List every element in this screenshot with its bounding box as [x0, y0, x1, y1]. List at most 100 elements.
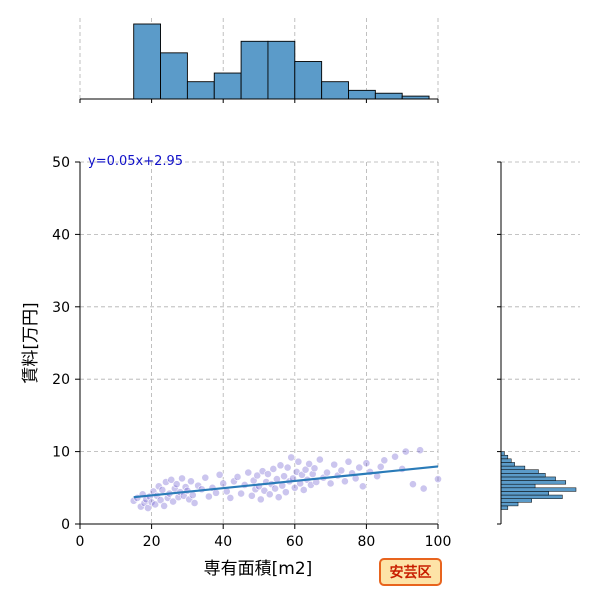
area-badge-label: 安芸区 [390, 564, 432, 581]
x-tick-label: 0 [76, 534, 85, 550]
top-hist-bar [186, 81, 215, 100]
right-hist-bar [500, 487, 577, 492]
scatter-point [237, 489, 245, 498]
scatter-point [287, 453, 296, 462]
top-hist-bar [133, 23, 161, 100]
grid [79, 18, 580, 524]
scatter-point [265, 490, 274, 499]
scatter-point [144, 504, 152, 512]
x-tick-label: 80 [357, 534, 375, 550]
right-hist-bar [500, 451, 505, 456]
top-hist-bar [213, 72, 242, 100]
x-tick-label: 20 [143, 534, 161, 550]
scatter-point [181, 483, 190, 491]
right-hist-bar [500, 462, 515, 467]
scatter-point [158, 486, 167, 494]
top-hist-bar [160, 52, 188, 100]
scatter-point [281, 488, 290, 497]
top-hist-bar [240, 40, 269, 100]
scatter-point [274, 493, 283, 502]
scatter-point [362, 459, 371, 468]
scatter-point [167, 475, 176, 484]
scatter-point [276, 461, 285, 470]
right-hist-bar [500, 473, 546, 478]
top-hist-bar [267, 40, 296, 100]
right-hist-bar [500, 469, 539, 474]
area-badge-box [379, 558, 442, 586]
x-tick-label: 60 [286, 534, 304, 550]
right-hist-bar [500, 476, 556, 481]
right-hist-bar [500, 494, 563, 499]
right-hist-bar [500, 483, 536, 489]
scatter-point [376, 462, 385, 471]
scatter-point [323, 468, 331, 477]
scatter-point [337, 466, 346, 475]
right-hist-bar [500, 491, 549, 496]
regression [133, 465, 439, 499]
x-tick-label: 40 [214, 534, 232, 550]
right-hist-bar [500, 505, 509, 510]
y-tick-label: 0 [61, 517, 70, 533]
top-hist-bar [374, 92, 403, 100]
scatter-point [401, 447, 410, 456]
y-tick-label: 20 [52, 372, 70, 388]
scatter-point [294, 457, 303, 466]
scatter-point [151, 500, 160, 509]
scatter-point [178, 474, 186, 483]
scatter-point [299, 486, 308, 494]
y-tick-label: 10 [52, 445, 70, 461]
right-hist-bar [500, 454, 509, 460]
scatter-point [341, 477, 349, 486]
scatter-point [434, 475, 442, 484]
scatter-point [201, 473, 210, 482]
scatter-point [172, 480, 181, 489]
scatter-point [244, 468, 253, 477]
scatter-point [344, 457, 353, 466]
area-badge: 安芸区 [379, 558, 442, 586]
scatter-point [187, 477, 195, 486]
scatter-point [290, 483, 299, 492]
scatter-point [169, 497, 177, 506]
scatter-point [326, 479, 335, 488]
right-hist-bar [500, 458, 512, 463]
scatter-point [416, 446, 424, 455]
x-tick-label: 100 [425, 534, 452, 550]
right-hist-bar [500, 498, 532, 503]
scatter-point [355, 463, 364, 472]
scatter-point [260, 486, 269, 495]
scatter-point [310, 464, 319, 473]
y-tick-label: 40 [52, 227, 70, 243]
right-marginal-histogram [497, 161, 577, 525]
scatter-point [358, 482, 367, 491]
regression-line [133, 465, 439, 499]
scatter-point [419, 484, 428, 493]
y-tick-label: 30 [52, 300, 70, 316]
scatter-point [264, 470, 272, 478]
scatter-point [315, 455, 324, 464]
top-hist-bar [348, 89, 376, 100]
right-hist-bar [500, 480, 567, 485]
scatter-point [305, 460, 314, 468]
scatter-point [190, 499, 199, 507]
y-axis-title: 賃料[万円] [21, 302, 41, 383]
scatter-point [380, 456, 389, 465]
scatter-point [330, 460, 339, 469]
scatter-point [409, 480, 417, 489]
right-hist-bar [500, 465, 526, 470]
scatter-point [219, 479, 228, 488]
scatter-point [308, 470, 317, 478]
axes: 0 20 40 60 80 100 0 10 20 30 40 50 [52, 155, 451, 550]
scatter-point [156, 496, 165, 505]
y-tick-label: 50 [52, 155, 70, 171]
scatter-point [271, 484, 280, 493]
scatter-point [301, 465, 310, 474]
regression-equation: y=0.05x+2.95 [88, 154, 183, 169]
scatter-point [256, 495, 265, 504]
scatter-point [204, 492, 213, 501]
scatter-point [283, 463, 292, 472]
top-hist-bar [321, 81, 349, 100]
scatter-point [160, 501, 169, 510]
scatter-points [129, 446, 442, 512]
